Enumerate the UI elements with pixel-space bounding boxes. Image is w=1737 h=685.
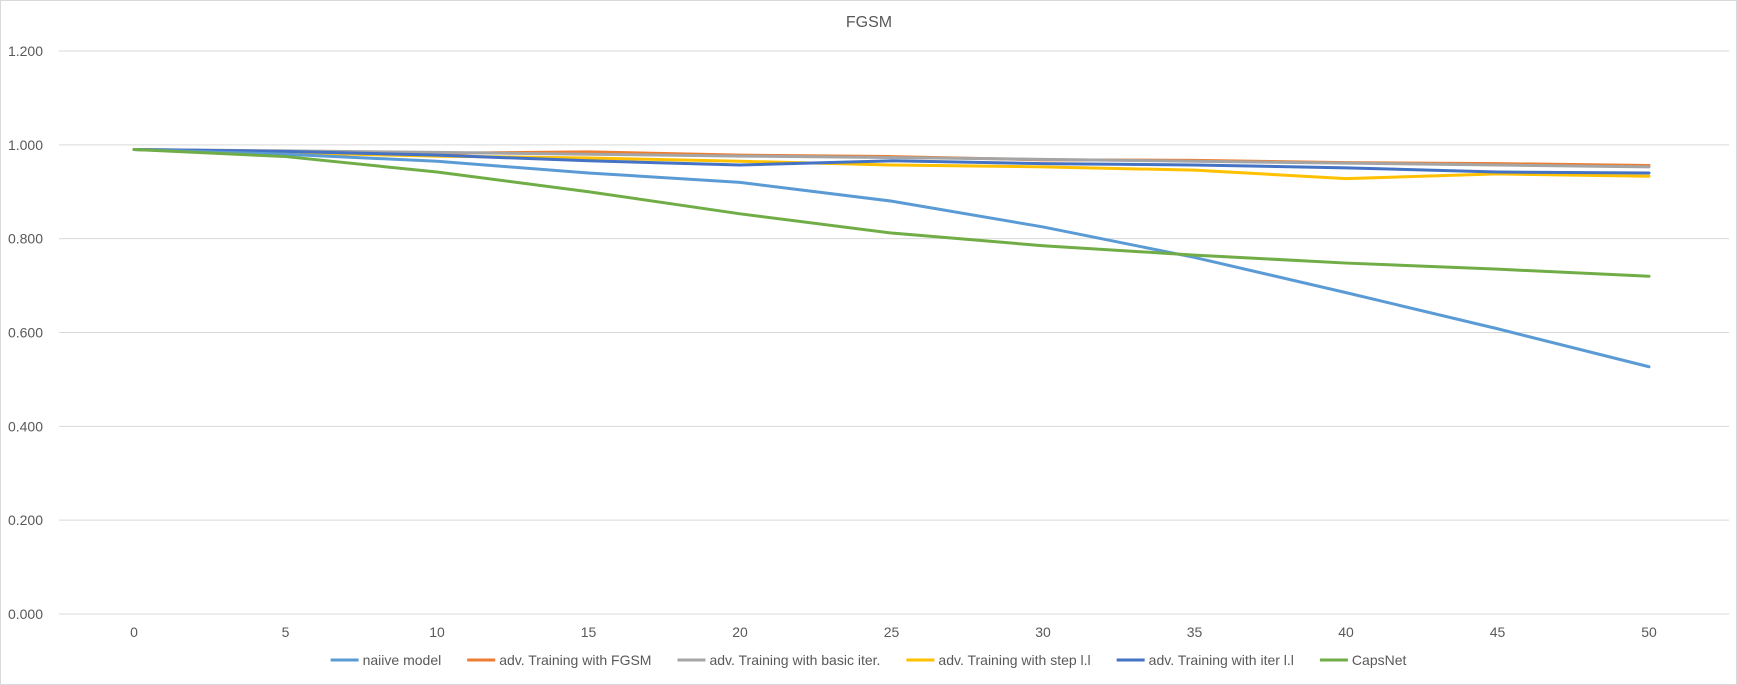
x-tick-label: 10 [429, 624, 445, 640]
x-tick-label: 0 [130, 624, 138, 640]
x-tick-label: 50 [1641, 624, 1657, 640]
series-lines [132, 148, 1651, 369]
y-tick-label: 0.400 [8, 418, 43, 434]
x-tick-label: 5 [282, 624, 290, 640]
series-line-2 [132, 148, 1651, 169]
y-axis-tick-labels: 0.000 0.200 0.400 0.600 0.800 1.000 1.200 [8, 43, 43, 622]
legend-label: adv. Training with basic iter. [709, 652, 880, 668]
legend-item: CapsNet [1319, 652, 1407, 668]
legend: naiive model adv. Training with FGSM adv. … [330, 652, 1407, 668]
legend-label: CapsNet [1352, 652, 1407, 668]
y-tick-label: 0.000 [8, 606, 43, 622]
legend-label: adv. Training with iter l.l [1149, 652, 1294, 668]
legend-label: adv. Training with step l.l [938, 652, 1090, 668]
x-tick-label: 40 [1338, 624, 1354, 640]
gridlines [59, 50, 1729, 615]
x-tick-label: 45 [1490, 624, 1506, 640]
x-tick-label: 25 [884, 624, 900, 640]
legend-item: adv. Training with iter l.l [1116, 652, 1294, 668]
series-line-4 [132, 148, 1651, 175]
y-tick-label: 1.000 [8, 137, 43, 153]
legend-item: adv. Training with basic iter. [677, 652, 880, 668]
chart-title: FGSM [846, 14, 892, 31]
legend-item: adv. Training with step l.l [906, 652, 1091, 668]
x-axis-tick-labels: 0 5 10 15 20 25 30 35 40 45 50 [130, 624, 1657, 640]
series-line-5 [132, 148, 1651, 278]
legend-label: naiive model [363, 652, 442, 668]
x-tick-label: 15 [581, 624, 597, 640]
legend-label: adv. Training with FGSM [499, 652, 651, 668]
y-tick-label: 0.200 [8, 512, 43, 528]
legend-item: adv. Training with FGSM [467, 652, 651, 668]
x-tick-label: 30 [1035, 624, 1051, 640]
x-tick-label: 20 [732, 624, 748, 640]
y-tick-label: 0.800 [8, 231, 43, 247]
legend-item: naiive model [330, 652, 442, 668]
series-line-0 [132, 148, 1651, 369]
y-tick-label: 0.600 [8, 325, 43, 341]
y-tick-label: 1.200 [8, 43, 43, 59]
x-tick-label: 35 [1187, 624, 1203, 640]
